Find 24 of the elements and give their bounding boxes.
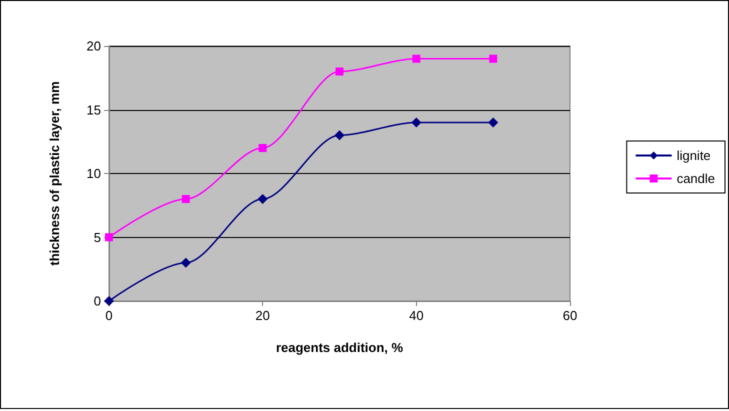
x-tick-label: 0	[105, 308, 113, 323]
legend-label: lignite	[676, 148, 711, 163]
x-axis-title: reagents addition, %	[276, 340, 404, 355]
point	[180, 258, 191, 268]
point	[258, 194, 268, 204]
x-tick-label: 20	[255, 308, 270, 323]
point	[258, 144, 267, 152]
point	[411, 118, 422, 128]
y-axis-title: thickness of plastic layer, mm	[47, 81, 62, 266]
y-tick-label: 15	[86, 102, 101, 118]
point	[412, 54, 420, 63]
y-tick-label: 20	[86, 38, 101, 54]
legend-label: candle	[676, 171, 716, 186]
y-tick-label: 0	[94, 294, 101, 308]
point	[105, 233, 113, 242]
point	[336, 68, 344, 76]
point	[489, 54, 498, 63]
x-tick-label: 60	[562, 308, 578, 323]
x-tick-label: 40	[409, 308, 424, 323]
point	[182, 195, 190, 203]
y-tick-label: 10	[86, 166, 101, 181]
point	[334, 130, 344, 140]
y-tick-label: 5	[94, 230, 101, 245]
point	[488, 118, 498, 128]
